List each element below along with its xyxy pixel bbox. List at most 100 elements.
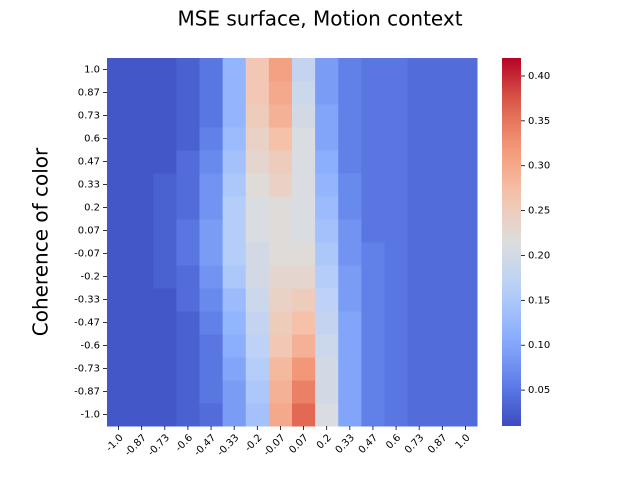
y-tick-label: -0.33 — [74, 295, 100, 306]
heat-cell — [338, 403, 362, 427]
heat-cell — [268, 357, 293, 381]
heat-cell — [245, 334, 270, 358]
heat-cell — [176, 242, 200, 266]
heat-cell — [153, 265, 177, 289]
heat-cell — [338, 311, 362, 335]
heat-cell — [199, 288, 224, 312]
heat-cell — [407, 311, 432, 335]
y-tick-label: -0.6 — [80, 341, 100, 352]
heat-cell — [130, 265, 154, 289]
heat-cell — [430, 219, 455, 243]
heat-cell — [384, 380, 409, 404]
heat-cell — [338, 380, 362, 404]
y-tick-label: 0.33 — [78, 180, 100, 191]
heat-cell — [153, 150, 177, 174]
heat-cell — [384, 403, 409, 427]
heat-cell — [268, 265, 293, 289]
heat-cell — [176, 403, 200, 427]
heat-cell — [361, 334, 385, 358]
heat-cell — [315, 403, 339, 427]
colorbar-tick-label: 0.40 — [528, 71, 550, 82]
heat-cell — [361, 403, 385, 427]
heat-cell — [107, 81, 131, 105]
heat-cell — [384, 173, 409, 197]
heat-cell — [407, 380, 432, 404]
heat-cell — [338, 265, 362, 289]
heat-cell — [107, 219, 131, 243]
heat-cell — [407, 173, 432, 197]
heat-cell — [338, 219, 362, 243]
heat-cell — [222, 288, 247, 312]
heat-cell — [407, 196, 432, 220]
heat-cell — [130, 173, 154, 197]
heat-cell — [245, 403, 270, 427]
heat-cell — [245, 380, 270, 404]
heat-cell — [384, 334, 409, 358]
colorbar — [502, 58, 521, 426]
heat-cell — [292, 219, 316, 243]
heat-cell — [292, 357, 316, 381]
heat-cell — [268, 104, 293, 128]
heat-cell — [199, 219, 224, 243]
heat-cell — [407, 81, 432, 105]
heat-cell — [292, 311, 316, 335]
heat-cell — [222, 380, 247, 404]
y-tick-label: 0.47 — [78, 157, 100, 168]
heat-cell — [199, 311, 224, 335]
colorbar-tick-label: 0.20 — [528, 250, 550, 261]
heat-cell — [407, 403, 432, 427]
heat-cell — [407, 150, 432, 174]
heat-cell — [268, 150, 293, 174]
heat-cell — [292, 242, 316, 266]
heat-cell — [176, 81, 200, 105]
heat-cell — [384, 196, 409, 220]
heat-cell — [292, 288, 316, 312]
x-tick-label: -0.07 — [262, 432, 288, 458]
heat-cell — [315, 150, 339, 174]
heat-cell — [107, 242, 131, 266]
heat-cell — [384, 58, 409, 82]
heat-cell — [315, 357, 339, 381]
heat-cell — [453, 334, 478, 358]
heat-cell — [222, 334, 247, 358]
heat-cell — [245, 127, 270, 151]
heat-cell — [292, 127, 316, 151]
heat-cell — [245, 104, 270, 128]
heat-cell — [130, 334, 154, 358]
heat-cell — [107, 265, 131, 289]
heat-cell — [292, 81, 316, 105]
heat-cell — [107, 334, 131, 358]
x-tick-label: 0.2 — [315, 432, 334, 451]
heat-cell — [453, 173, 478, 197]
heat-cell — [361, 288, 385, 312]
colorbar-tick-label: 0.35 — [528, 116, 550, 127]
heat-cell — [268, 196, 293, 220]
heat-cell — [222, 311, 247, 335]
heat-cell — [245, 81, 270, 105]
x-tick-label: 0.73 — [403, 432, 427, 456]
heat-cell — [153, 288, 177, 312]
heat-cell — [407, 357, 432, 381]
heat-cell — [222, 242, 247, 266]
heat-cell — [222, 173, 247, 197]
heat-cell — [245, 173, 270, 197]
heat-cell — [384, 150, 409, 174]
heat-cell — [315, 288, 339, 312]
heat-cell — [222, 58, 247, 82]
heat-cell — [245, 288, 270, 312]
heat-cell — [130, 311, 154, 335]
heat-cell — [130, 219, 154, 243]
heat-cell — [107, 58, 131, 82]
heat-cell — [453, 58, 478, 82]
heat-cell — [292, 104, 316, 128]
heat-cell — [268, 173, 293, 197]
heat-cell — [361, 104, 385, 128]
heat-cell — [199, 127, 224, 151]
heat-cell — [176, 265, 200, 289]
heat-cell — [315, 81, 339, 105]
heat-cell — [430, 104, 455, 128]
heat-cell — [130, 288, 154, 312]
heat-cell — [338, 357, 362, 381]
heat-cell — [130, 403, 154, 427]
heat-cell — [268, 403, 293, 427]
